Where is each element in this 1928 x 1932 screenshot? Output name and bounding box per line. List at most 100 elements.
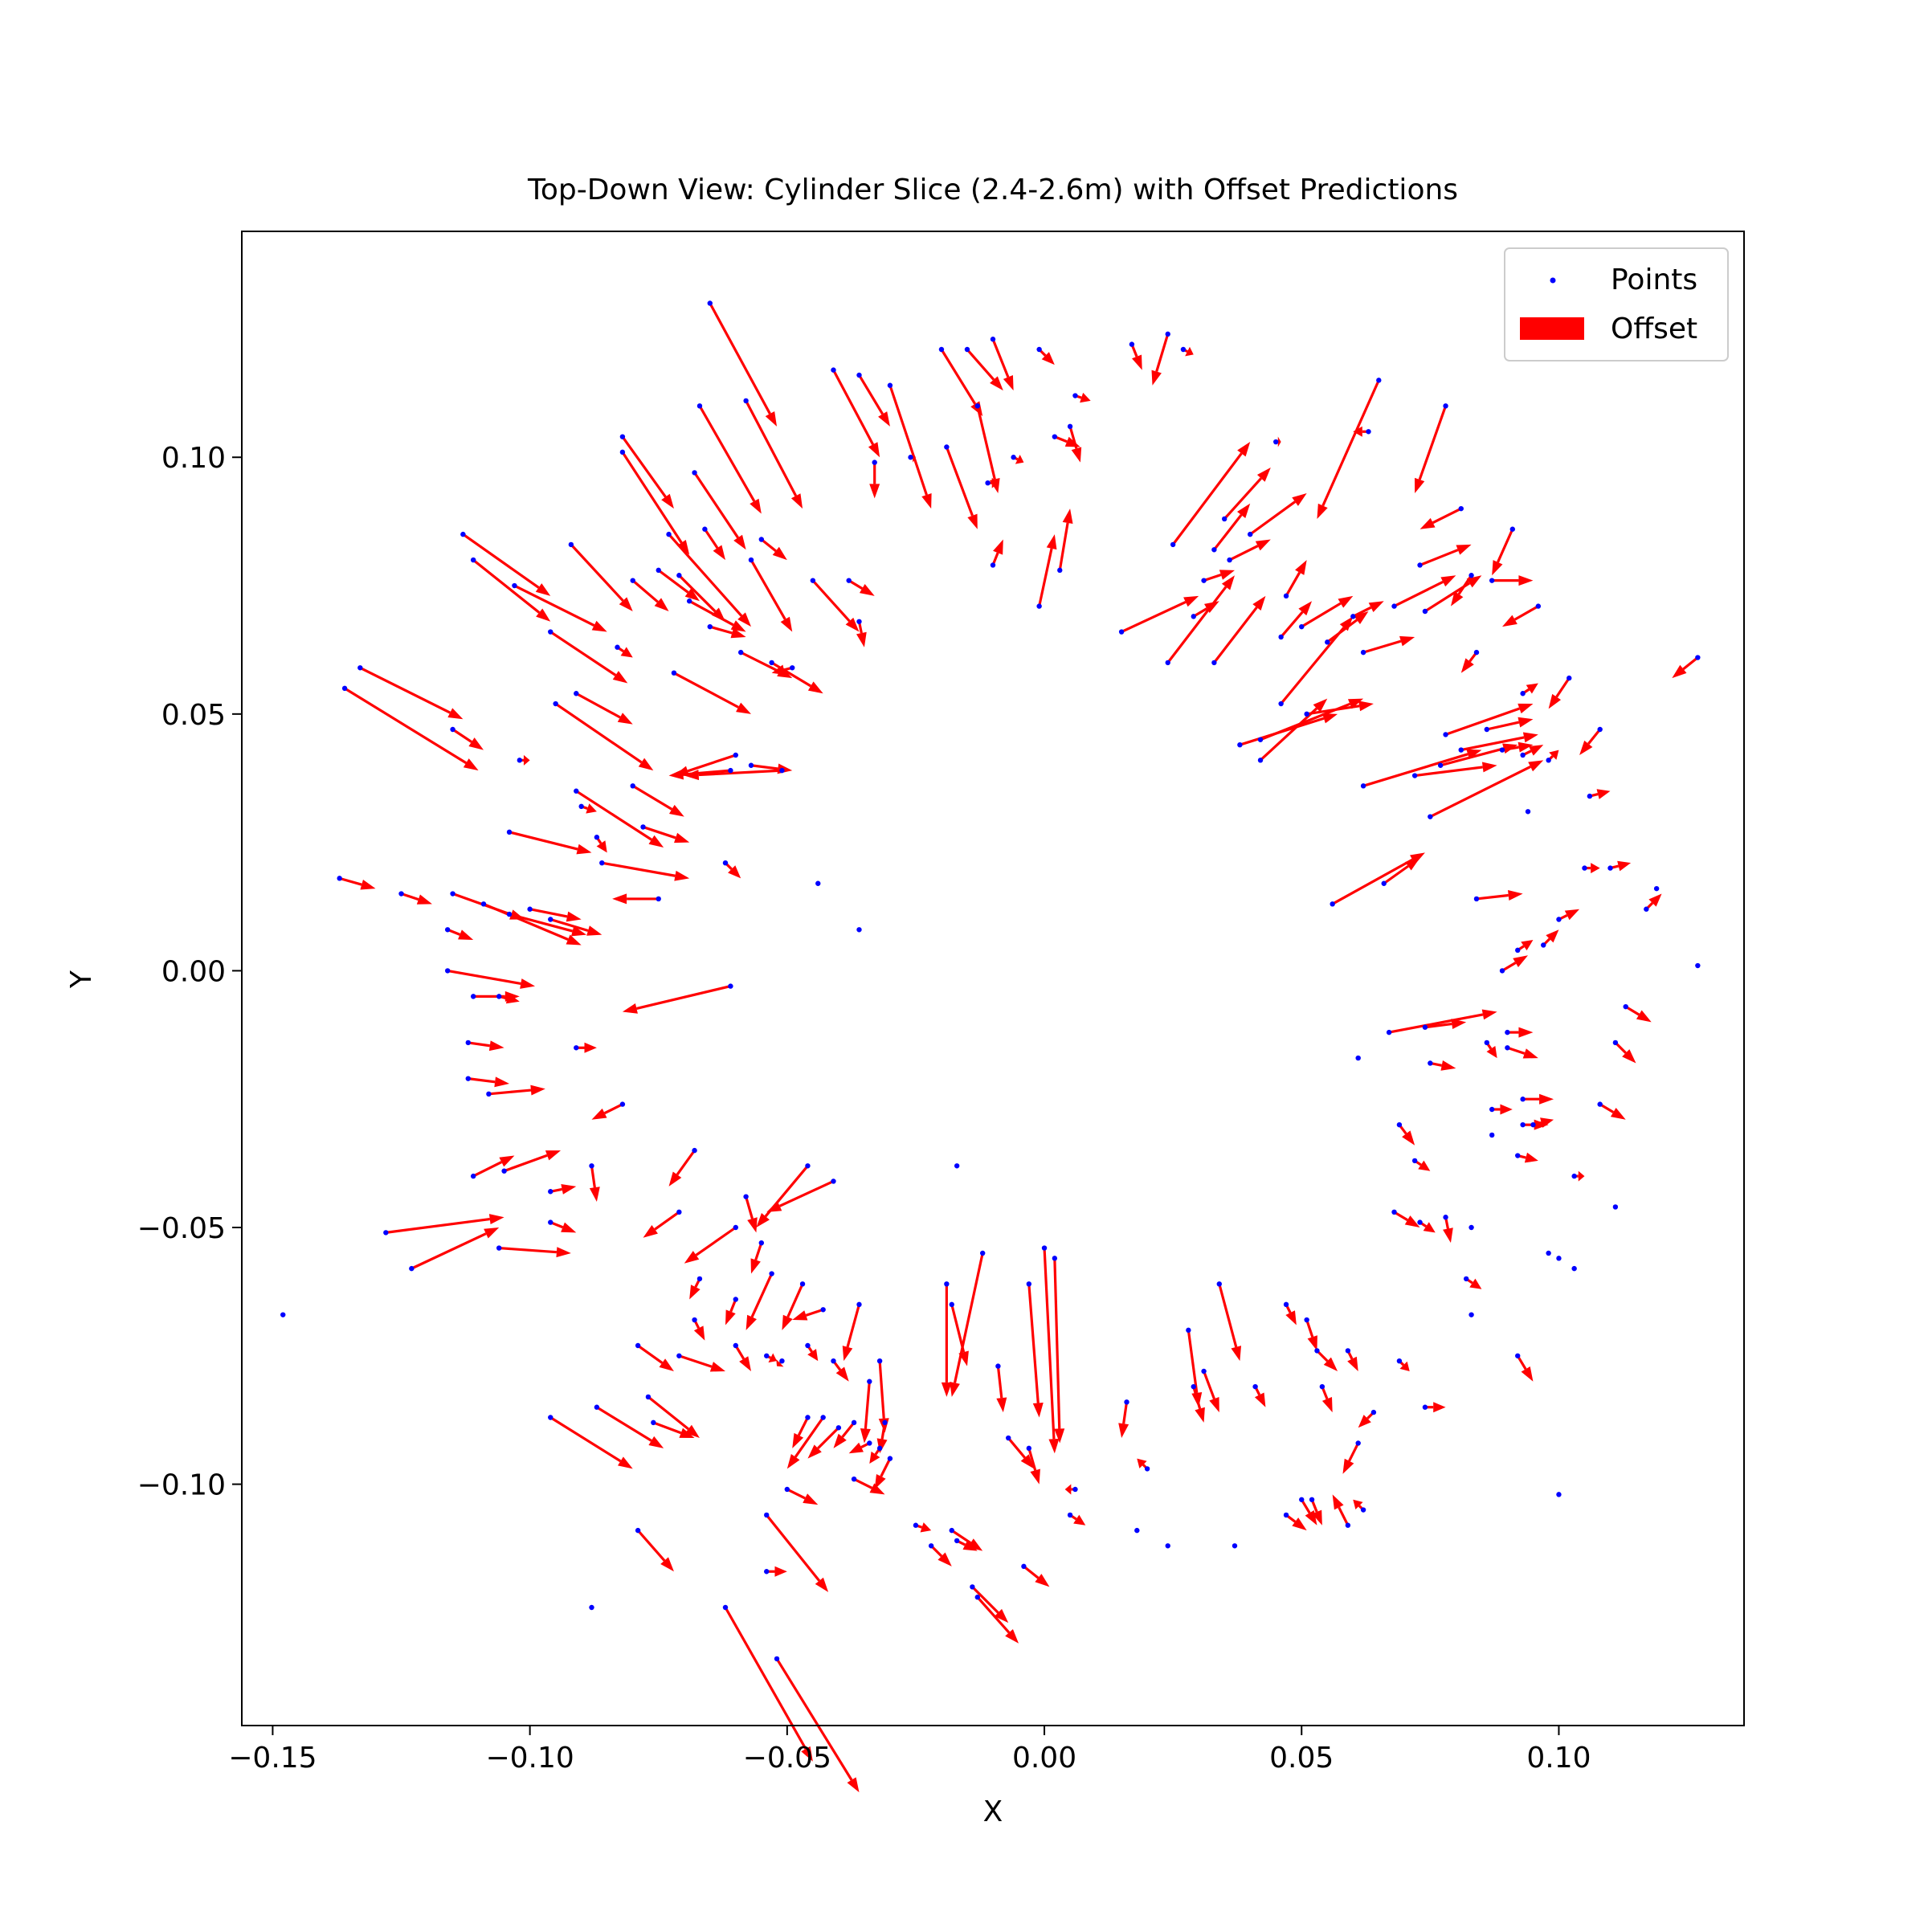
offset-arrow-shaft xyxy=(1501,962,1517,972)
offset-arrow-shaft xyxy=(1218,1283,1238,1348)
point-marker xyxy=(1232,1543,1238,1549)
point-marker xyxy=(1556,1256,1562,1261)
offset-arrow-shaft xyxy=(1460,736,1525,752)
offset-arrow-head xyxy=(1118,1423,1129,1439)
offset-arrow-head xyxy=(612,671,628,684)
y-tick-label: 0.10 xyxy=(161,442,226,475)
offset-arrow-head xyxy=(484,1227,500,1239)
offset-arrow-head xyxy=(766,1201,782,1212)
offset-arrow-head xyxy=(617,713,633,725)
point-marker xyxy=(645,1394,652,1400)
point-marker xyxy=(444,968,451,974)
offset-arrow-shaft xyxy=(765,1513,821,1582)
offset-arrow-shaft xyxy=(339,876,362,886)
offset-arrow-shaft xyxy=(1187,1330,1199,1394)
offset-arrow-shaft xyxy=(1418,405,1448,480)
point-marker xyxy=(1417,1219,1423,1225)
offset-arrow-head xyxy=(750,498,762,514)
offset-arrow-head xyxy=(1539,1093,1554,1105)
point-marker xyxy=(578,803,584,810)
x-tick-label: 0.00 xyxy=(1012,1742,1076,1775)
offset-arrow-shaft xyxy=(657,569,689,594)
offset-arrow-head xyxy=(1358,1415,1371,1428)
offset-arrow-head xyxy=(1185,346,1194,357)
offset-arrow-shaft xyxy=(971,1586,999,1614)
offset-arrow-head xyxy=(869,1451,880,1464)
offset-arrow-head xyxy=(1131,354,1142,370)
point-marker xyxy=(733,1342,738,1349)
offset-arrow-head xyxy=(913,451,916,463)
offset-arrow-shaft xyxy=(976,405,996,480)
point-marker xyxy=(1036,346,1042,353)
offset-arrow-head xyxy=(561,1184,577,1195)
point-marker xyxy=(1299,1497,1305,1502)
point-marker xyxy=(1134,1527,1140,1534)
offset-arrow-shaft xyxy=(1429,765,1531,819)
offset-arrow-shaft xyxy=(549,1416,622,1463)
offset-arrow-shaft xyxy=(529,908,568,918)
point-marker xyxy=(1283,1512,1289,1518)
offset-arrow-head xyxy=(1440,575,1456,587)
offset-arrow-shaft xyxy=(590,1166,596,1188)
offset-arrow-shaft xyxy=(1007,1437,1026,1459)
point-marker xyxy=(1355,1055,1361,1061)
offset-arrow-shaft xyxy=(1171,452,1243,545)
offset-arrow-shaft xyxy=(832,369,875,446)
point-marker xyxy=(460,531,466,537)
offset-arrow-head xyxy=(1358,701,1374,712)
offset-arrow-shaft xyxy=(643,825,676,839)
offset-arrow-head xyxy=(505,993,520,1004)
offset-arrow-head xyxy=(950,1381,960,1397)
point-marker xyxy=(512,582,517,589)
point-marker xyxy=(1468,1224,1474,1231)
offset-arrow-head xyxy=(458,929,474,941)
offset-arrow-shaft xyxy=(570,543,624,602)
point-marker xyxy=(1273,439,1279,445)
offset-arrow-shaft xyxy=(1155,333,1170,372)
offset-arrow-shaft xyxy=(1203,574,1222,582)
offset-arrow-head xyxy=(1203,601,1219,614)
offset-arrow-shaft xyxy=(1027,1448,1037,1471)
offset-arrow-head xyxy=(1492,560,1503,576)
offset-arrow-shaft xyxy=(504,1154,548,1173)
offset-arrow-head xyxy=(725,1309,736,1325)
point-marker xyxy=(774,1656,780,1662)
point-marker xyxy=(1443,403,1448,409)
offset-arrow-shaft xyxy=(673,672,739,709)
point-marker xyxy=(1546,1250,1551,1256)
point-marker xyxy=(1515,1353,1521,1358)
offset-arrow-head xyxy=(576,843,592,855)
offset-arrow-shaft xyxy=(750,559,786,620)
offset-arrow-head xyxy=(1285,1310,1297,1325)
offset-arrow-head xyxy=(643,1225,658,1238)
offset-arrow-head xyxy=(1032,1403,1044,1418)
offset-arrow-head xyxy=(1564,909,1580,921)
offset-arrow-head xyxy=(1219,570,1235,580)
point-marker xyxy=(1067,423,1073,430)
offset-arrow-head xyxy=(994,1608,1009,1624)
legend: Points Offset xyxy=(1504,247,1729,361)
point-marker xyxy=(758,537,765,542)
offset-arrow-head xyxy=(1256,468,1271,482)
point-marker xyxy=(1144,1466,1150,1472)
offset-arrow-head xyxy=(1402,1130,1415,1146)
point-marker xyxy=(1165,1543,1170,1549)
offset-arrow-shaft xyxy=(488,1089,532,1096)
offset-arrow-shaft xyxy=(745,400,798,496)
x-axis-ticks: −0.15 −0.10 −0.05 0.00 0.05 0.10 xyxy=(228,1726,1591,1775)
point-marker xyxy=(1499,968,1505,974)
offset-arrow-head xyxy=(737,612,752,627)
offset-arrow-shaft xyxy=(451,728,472,743)
offset-arrow-shaft xyxy=(575,692,621,719)
point-marker xyxy=(1026,1445,1032,1452)
offset-arrow-head xyxy=(1353,1499,1363,1510)
legend-points-marker xyxy=(1550,277,1556,284)
point-marker xyxy=(831,1178,836,1184)
point-marker xyxy=(651,1419,656,1426)
offset-arrow-head xyxy=(1450,591,1464,607)
offset-arrow-shaft xyxy=(631,579,659,603)
offset-arrow-shaft xyxy=(1331,858,1413,905)
offset-arrow-shaft xyxy=(344,687,468,765)
